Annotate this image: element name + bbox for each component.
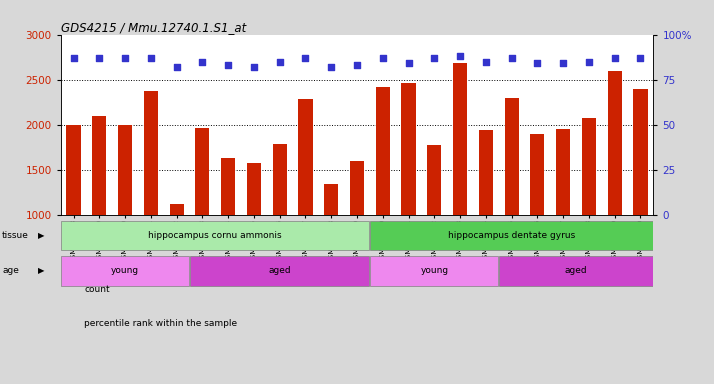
- Point: [351, 62, 363, 68]
- Point: [532, 60, 543, 66]
- Text: GDS4215 / Mmu.12740.1.S1_at: GDS4215 / Mmu.12740.1.S1_at: [61, 21, 246, 34]
- Point: [248, 64, 260, 70]
- Bar: [479, 130, 493, 215]
- Point: [68, 55, 79, 61]
- Point: [403, 60, 414, 66]
- Bar: [324, 184, 338, 215]
- Bar: [273, 144, 287, 215]
- Point: [94, 55, 105, 61]
- Bar: [531, 134, 545, 215]
- Bar: [118, 125, 132, 215]
- Bar: [582, 118, 596, 215]
- Point: [609, 55, 620, 61]
- Bar: [92, 116, 106, 215]
- Text: tissue: tissue: [2, 231, 29, 240]
- Text: aged: aged: [268, 266, 291, 275]
- Point: [428, 55, 440, 61]
- Point: [377, 55, 388, 61]
- Text: hippocampus dentate gyrus: hippocampus dentate gyrus: [448, 231, 575, 240]
- Bar: [190, 256, 369, 286]
- Text: hippocampus cornu ammonis: hippocampus cornu ammonis: [149, 231, 282, 240]
- Bar: [608, 71, 622, 215]
- Point: [171, 64, 182, 70]
- Bar: [298, 99, 313, 215]
- Bar: [453, 63, 467, 215]
- Point: [119, 55, 131, 61]
- Text: ▶: ▶: [38, 231, 44, 240]
- Bar: [633, 89, 648, 215]
- Bar: [66, 125, 81, 215]
- Bar: [169, 204, 183, 215]
- Text: ▶: ▶: [38, 266, 44, 275]
- Bar: [371, 256, 498, 286]
- Text: percentile rank within the sample: percentile rank within the sample: [84, 319, 237, 328]
- Bar: [371, 220, 653, 250]
- Text: young: young: [111, 266, 139, 275]
- Bar: [556, 129, 570, 215]
- Text: aged: aged: [565, 266, 588, 275]
- Point: [223, 62, 234, 68]
- Point: [145, 55, 156, 61]
- Bar: [144, 91, 158, 215]
- Point: [635, 55, 646, 61]
- Point: [506, 55, 518, 61]
- Bar: [499, 256, 653, 286]
- Point: [274, 59, 286, 65]
- Bar: [505, 98, 518, 215]
- Text: age: age: [2, 266, 19, 275]
- Bar: [221, 158, 235, 215]
- Point: [196, 59, 208, 65]
- Bar: [61, 256, 189, 286]
- Text: young: young: [421, 266, 448, 275]
- Point: [558, 60, 569, 66]
- Point: [454, 53, 466, 59]
- Bar: [350, 161, 364, 215]
- Bar: [247, 163, 261, 215]
- Point: [480, 59, 491, 65]
- Point: [326, 64, 337, 70]
- Bar: [427, 145, 441, 215]
- Bar: [401, 83, 416, 215]
- Bar: [61, 220, 369, 250]
- Bar: [196, 128, 209, 215]
- Bar: [376, 87, 390, 215]
- Text: count: count: [84, 285, 110, 294]
- Point: [583, 59, 595, 65]
- Point: [300, 55, 311, 61]
